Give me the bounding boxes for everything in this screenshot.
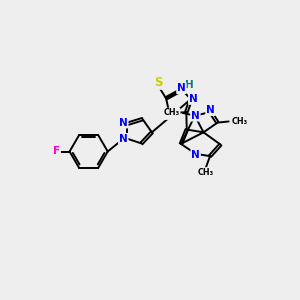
Text: N: N [177,83,186,93]
Text: N: N [119,118,128,128]
Text: CH₃: CH₃ [232,117,248,126]
Text: N: N [206,105,215,115]
Text: N: N [163,109,172,119]
Text: N: N [191,150,200,160]
Text: N: N [189,94,198,104]
Text: N: N [191,111,200,121]
Text: H: H [185,80,194,90]
Text: CH₃: CH₃ [198,168,214,177]
Text: S: S [154,76,163,89]
Text: N: N [119,134,128,144]
Text: F: F [53,146,60,157]
Text: CH₃: CH₃ [164,108,180,117]
